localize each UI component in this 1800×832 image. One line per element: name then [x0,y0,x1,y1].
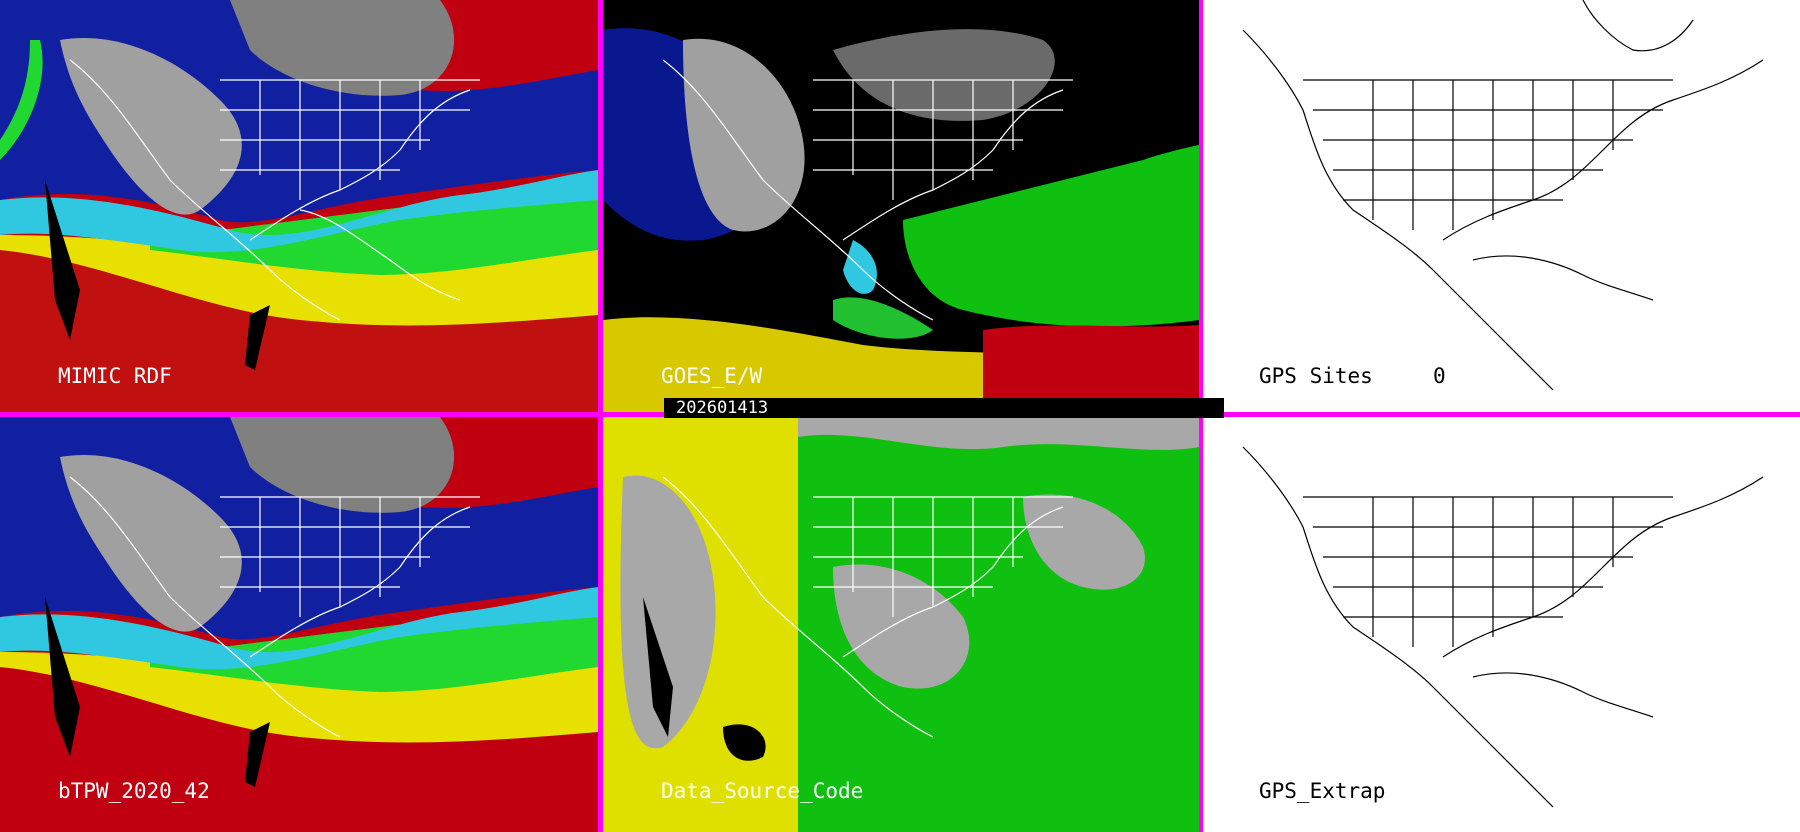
gps-extrap-map [1242,446,1764,808]
panel-label: bTPW_2020_42 [58,779,210,803]
yellow-band [0,247,598,412]
gray-west [683,38,805,232]
gray-region [60,38,242,215]
goes-ew-map [603,0,1199,412]
coastlines [1242,0,1764,391]
btpw-map [0,417,598,832]
panel-label: GPS_Extrap [1259,779,1386,803]
gray-patch-2 [1023,494,1145,590]
coastlines [662,476,1073,738]
panel-btpw: bTPW_2020_42 [0,417,598,832]
black-wedge-2 [245,305,270,370]
mimic-rdf-map [0,0,598,412]
red-south [983,325,1199,412]
green-stripe [0,40,43,160]
gps-sites-map [1242,0,1764,391]
coastlines [662,59,1073,321]
yellow-region [0,235,598,326]
gray-west [620,475,716,749]
panel-mimic-rdf: MIMIC RDF [0,0,598,412]
panel-label: GPS Sites [1259,364,1373,388]
green-region [150,190,598,275]
green-east [903,145,1199,327]
panel-gps-sites: GPS Sites 0 [1203,0,1800,412]
gray-north [833,29,1055,121]
coastlines [69,476,480,738]
data-source-map [603,417,1199,832]
panel-gps-extrap: GPS_Extrap [1203,417,1800,832]
panel-data-source: Data_Source_Code [603,417,1199,832]
panel-goes-ew: GOES_E/W [603,0,1199,412]
gray-north [230,0,455,96]
cyan-band [0,170,598,253]
coastlines [69,59,480,321]
coastlines [1242,446,1764,808]
green-strip [833,297,933,339]
gray-patch [833,564,970,689]
yellow-south [603,317,1103,412]
timestamp-bar: 202601413 [664,398,1224,418]
site-count: 0 [1433,364,1446,388]
panel-label: Data_Source_Code [661,779,864,803]
panel-label: GOES_E/W [661,364,763,388]
panel-label: MIMIC RDF [58,364,172,388]
black-wedge [45,180,80,340]
